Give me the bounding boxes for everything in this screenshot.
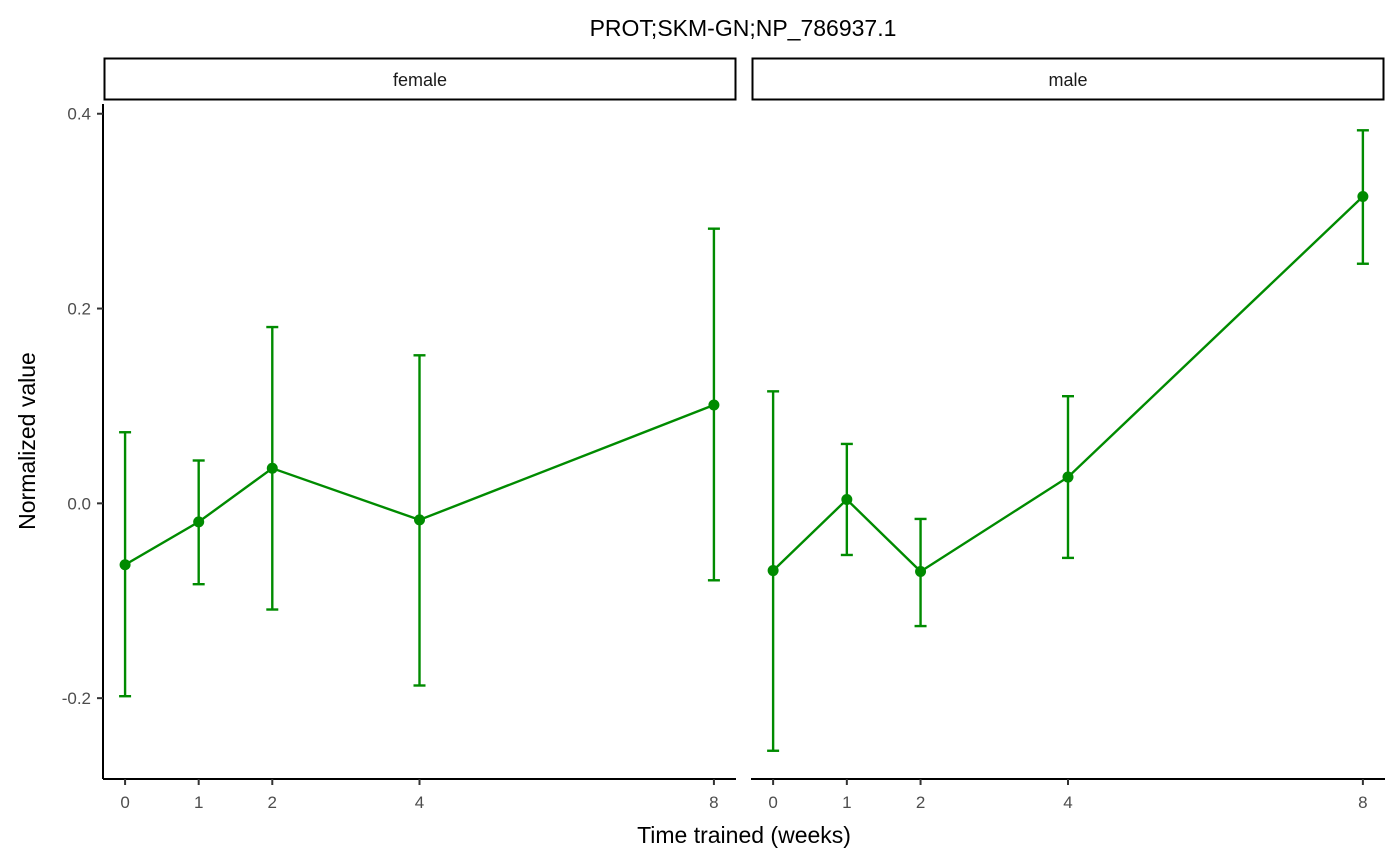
series-layer — [119, 129, 1369, 752]
data-point — [414, 514, 425, 526]
data-point — [266, 462, 278, 474]
strip-label-female: female — [393, 70, 447, 90]
x-tick-label: 1 — [194, 793, 203, 812]
data-point — [193, 516, 205, 528]
x-tick-label: 2 — [268, 793, 277, 812]
series-female — [119, 227, 720, 698]
data-point — [1357, 191, 1369, 203]
data-point — [767, 565, 779, 577]
x-axis-ticks: 0 1 2 4 8 0 1 2 4 8 — [120, 779, 1368, 812]
y-tick-label: 0.4 — [67, 105, 91, 124]
x-tick-label: 8 — [709, 793, 718, 812]
x-tick-label: 0 — [120, 793, 129, 812]
x-tick-label: 2 — [916, 793, 925, 812]
x-tick-label: 0 — [768, 793, 777, 812]
x-tick-label: 8 — [1358, 793, 1367, 812]
y-tick-label: -0.2 — [62, 689, 91, 708]
y-tick-label: 0.0 — [67, 494, 91, 513]
y-tick-label: 0.2 — [67, 300, 91, 319]
x-tick-label: 4 — [415, 793, 424, 812]
strip-female-box — [103, 57, 737, 101]
x-tick-label: 1 — [842, 793, 851, 812]
series-male — [767, 129, 1369, 752]
y-axis-ticks: -0.2 0.0 0.2 0.4 — [62, 105, 103, 708]
y-axis-title: Normalized value — [14, 352, 40, 530]
data-point — [841, 493, 853, 505]
x-tick-label: 4 — [1063, 793, 1072, 812]
strip-label-male: male — [1048, 70, 1087, 90]
x-axis-title: Time trained (weeks) — [637, 822, 851, 848]
data-point — [119, 559, 131, 571]
data-point — [708, 399, 720, 411]
strip-male-box — [751, 57, 1385, 101]
data-point — [1062, 471, 1074, 483]
data-point — [915, 566, 927, 578]
chart-title: PROT;SKM-GN;NP_786937.1 — [590, 15, 897, 41]
